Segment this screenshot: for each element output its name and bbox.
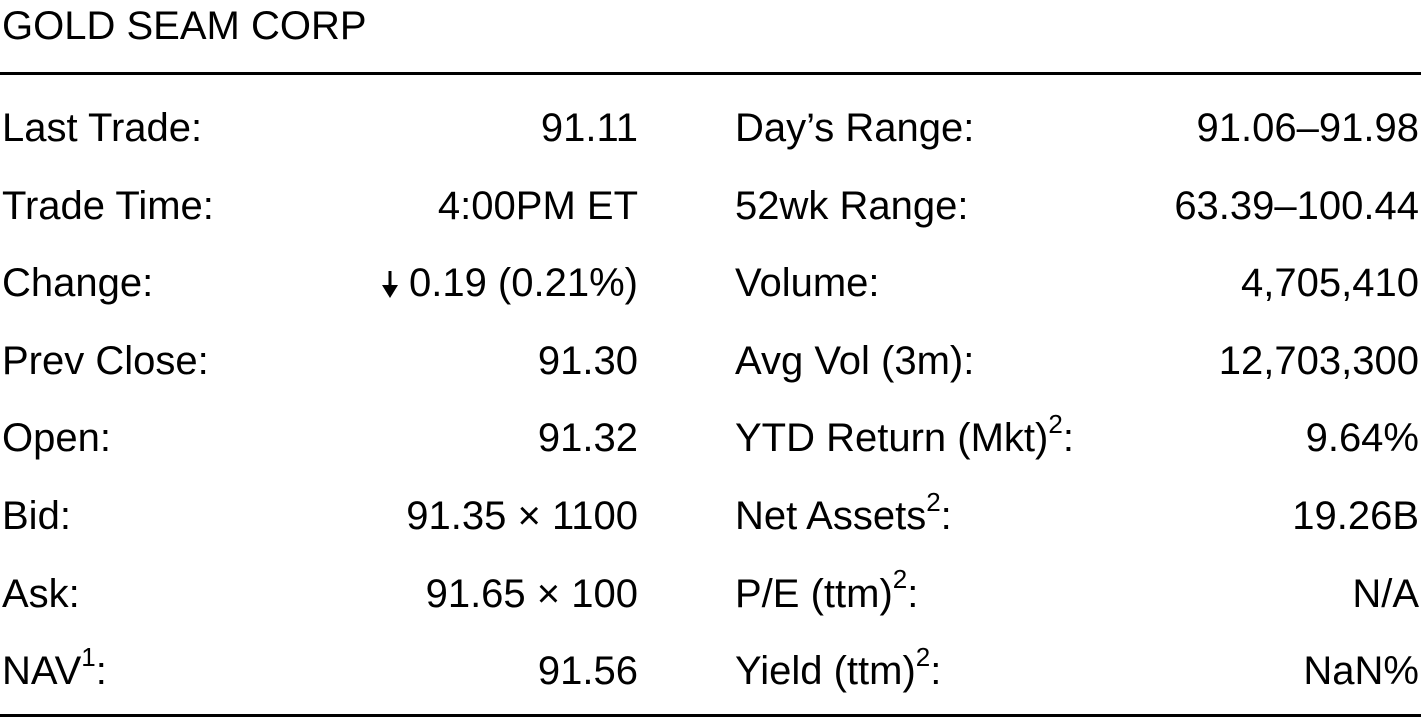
label-text: Change: (2, 261, 154, 306)
field-value: 9.64% (1306, 418, 1419, 458)
field-label: Bid: (2, 496, 71, 536)
top-rule (0, 72, 1421, 75)
field-value: 4,705,410 (1241, 263, 1419, 303)
field-value: NaN% (1303, 651, 1419, 691)
down-arrow (381, 271, 398, 299)
label-text: P/E (ttm) (735, 571, 893, 616)
value-text: 91.06–91.98 (1196, 106, 1419, 150)
field-label: Day’s Range: (735, 108, 974, 148)
field-value: N/A (1352, 574, 1419, 614)
value-text: 63.39–100.44 (1174, 183, 1419, 228)
value-text: 4,705,410 (1241, 261, 1419, 306)
label-text: Yield (ttm) (735, 649, 916, 694)
field-value: 91.56 (538, 651, 638, 691)
label-text: YTD Return (Mkt) (735, 416, 1049, 461)
field-label: Avg Vol (3m): (735, 341, 974, 381)
field-value: 91.30 (538, 341, 638, 381)
field-value: 4:00PM ET (438, 186, 638, 226)
field-label: Prev Close: (2, 341, 209, 381)
title: GOLD SEAM CORP (2, 4, 367, 48)
field-value: 91.35 × 1100 (406, 496, 638, 536)
bottom-rule (0, 714, 1421, 717)
footnote-mark: 2 (915, 641, 931, 672)
field-value: 0.19 (0.21%) (379, 263, 638, 303)
value-text: 91.11 (540, 106, 638, 150)
label-colon: : (930, 649, 942, 694)
label-text: Open: (2, 416, 111, 461)
field-value: 91.11 (541, 108, 638, 148)
value-text: 91.32 (537, 416, 638, 461)
label-text: Day’s Range: (735, 106, 975, 150)
label-text: 52wk Range: (735, 183, 969, 228)
label-text: NAV (2, 649, 82, 694)
footnote-mark: 2 (892, 564, 908, 595)
label-text: Ask: (2, 571, 80, 616)
field-label: NAV1: (2, 644, 107, 694)
field-value: 91.06–91.98 (1197, 108, 1419, 148)
field-value: 91.65 × 100 (426, 574, 638, 614)
field-label: P/E (ttm)2: (735, 566, 919, 616)
label-text: Trade Time: (2, 183, 214, 228)
footnote-mark: 1 (81, 641, 96, 672)
label-text: Net Assets (735, 494, 927, 538)
footnote-mark: 2 (926, 486, 941, 517)
value-text: 19.26B (1292, 494, 1419, 538)
value-text: 91.65 × 100 (425, 571, 638, 616)
field-value: 91.32 (538, 418, 638, 458)
field-label: Last Trade: (2, 108, 202, 148)
label-colon: : (1062, 416, 1074, 461)
label-colon: : (907, 571, 919, 616)
field-label: Change: (2, 263, 153, 303)
value-text: NaN% (1303, 649, 1419, 694)
label-text: Prev Close: (2, 338, 209, 383)
field-value: 19.26B (1292, 496, 1419, 536)
field-label: YTD Return (Mkt)2: (735, 411, 1074, 461)
field-label: Ask: (2, 574, 80, 614)
label-text: Last Trade: (2, 106, 203, 150)
label-colon: : (95, 649, 107, 694)
value-text: 91.30 (537, 338, 638, 383)
value-text: 9.64% (1305, 416, 1419, 461)
label-text: Bid: (2, 494, 71, 538)
value-text: 4:00PM ET (437, 183, 638, 228)
value-text: 12,703,300 (1218, 338, 1419, 383)
value-text: 91.56 (537, 649, 638, 694)
field-value: 12,703,300 (1219, 341, 1419, 381)
field-value: 63.39–100.44 (1174, 186, 1419, 226)
footnote-mark: 2 (1048, 409, 1063, 440)
label-text: Avg Vol (3m): (735, 338, 975, 383)
field-label: Trade Time: (2, 186, 214, 226)
field-label: Open: (2, 418, 111, 458)
value-text: N/A (1352, 571, 1419, 616)
value-text: 0.19 (0.21%) (408, 261, 638, 306)
field-label: Net Assets2: (735, 489, 952, 538)
field-label: Volume: (735, 263, 880, 303)
label-text: Volume: (735, 261, 880, 306)
field-label: 52wk Range: (735, 186, 968, 226)
label-colon: : (940, 494, 952, 538)
field-label: Yield (ttm)2: (735, 644, 942, 694)
value-text: 91.35 × 1100 (406, 494, 638, 538)
